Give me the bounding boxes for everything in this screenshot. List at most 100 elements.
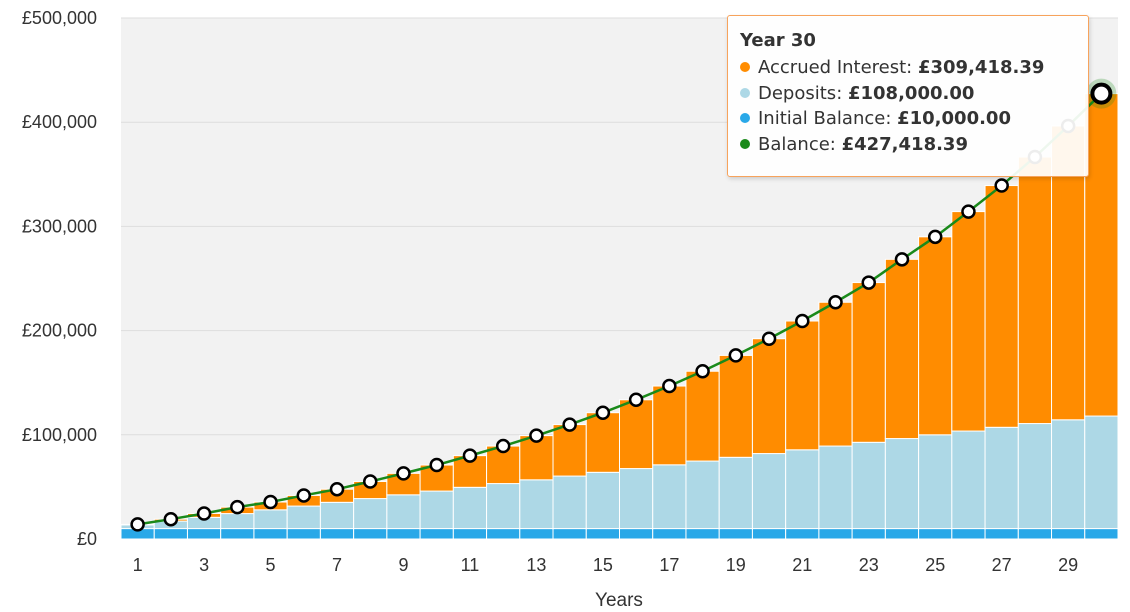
- bar-initial-balance[interactable]: [652, 528, 687, 540]
- balance-point[interactable]: [429, 457, 444, 473]
- balance-point[interactable]: [296, 488, 312, 503]
- bar-deposits[interactable]: [386, 494, 421, 530]
- bar-deposits[interactable]: [619, 468, 654, 530]
- balance-point[interactable]: [462, 448, 478, 463]
- balance-point[interactable]: [994, 178, 1009, 193]
- bar-initial-balance[interactable]: [785, 528, 820, 540]
- bar-initial-balance[interactable]: [851, 528, 886, 540]
- bar-initial-balance[interactable]: [286, 528, 321, 540]
- balance-point[interactable]: [795, 313, 810, 329]
- balance-point[interactable]: [961, 204, 976, 219]
- bar-initial-balance[interactable]: [153, 528, 188, 540]
- bar-initial-balance[interactable]: [519, 528, 554, 540]
- balance-point[interactable]: [728, 348, 744, 363]
- balance-point[interactable]: [495, 438, 511, 454]
- bar-initial-balance[interactable]: [319, 528, 355, 540]
- bar-initial-balance[interactable]: [718, 528, 753, 540]
- bar-deposits[interactable]: [1051, 419, 1086, 530]
- bar-deposits[interactable]: [951, 430, 986, 530]
- balance-point[interactable]: [230, 499, 245, 515]
- balance-point[interactable]: [329, 481, 345, 497]
- bar-accrued-interest[interactable]: [785, 320, 820, 451]
- bar-accrued-interest[interactable]: [585, 412, 620, 473]
- bar-deposits[interactable]: [1084, 415, 1119, 530]
- bar-initial-balance[interactable]: [452, 528, 488, 540]
- balance-point[interactable]: [1090, 82, 1113, 105]
- bar-deposits[interactable]: [419, 490, 454, 530]
- bar-deposits[interactable]: [652, 464, 687, 530]
- bar-initial-balance[interactable]: [1051, 528, 1086, 540]
- bar-initial-balance[interactable]: [818, 528, 853, 540]
- bar-accrued-interest[interactable]: [1084, 93, 1119, 417]
- bar-initial-balance[interactable]: [619, 528, 654, 540]
- balance-point[interactable]: [529, 428, 544, 443]
- bar-accrued-interest[interactable]: [984, 185, 1019, 428]
- bar-deposits[interactable]: [751, 453, 787, 530]
- balance-point[interactable]: [662, 378, 677, 394]
- bar-accrued-interest[interactable]: [751, 338, 787, 455]
- bar-initial-balance[interactable]: [186, 528, 222, 540]
- bar-accrued-interest[interactable]: [918, 236, 953, 436]
- bar-initial-balance[interactable]: [585, 528, 620, 540]
- balance-point[interactable]: [695, 363, 710, 379]
- balance-point[interactable]: [396, 466, 411, 481]
- balance-point[interactable]: [628, 392, 644, 408]
- bar-initial-balance[interactable]: [685, 528, 720, 540]
- bar-accrued-interest[interactable]: [851, 282, 886, 443]
- bar-initial-balance[interactable]: [1084, 528, 1119, 540]
- bar-initial-balance[interactable]: [884, 528, 920, 540]
- balance-point[interactable]: [927, 229, 943, 245]
- bar-accrued-interest[interactable]: [818, 301, 853, 447]
- bar-deposits[interactable]: [452, 486, 488, 530]
- bar-deposits[interactable]: [319, 501, 355, 530]
- bar-deposits[interactable]: [918, 434, 953, 530]
- bar-deposits[interactable]: [585, 471, 620, 530]
- bar-initial-balance[interactable]: [552, 528, 587, 540]
- balance-point[interactable]: [894, 252, 910, 267]
- bar-initial-balance[interactable]: [386, 528, 421, 540]
- bar-accrued-interest[interactable]: [951, 211, 986, 432]
- balance-point[interactable]: [861, 275, 876, 290]
- bar-accrued-interest[interactable]: [685, 370, 720, 462]
- bar-accrued-interest[interactable]: [552, 424, 587, 477]
- bar-accrued-interest[interactable]: [652, 385, 687, 466]
- bar-deposits[interactable]: [785, 449, 820, 530]
- bar-deposits[interactable]: [486, 483, 521, 530]
- balance-point[interactable]: [562, 417, 577, 432]
- bar-deposits[interactable]: [253, 509, 288, 530]
- bar-accrued-interest[interactable]: [718, 354, 753, 458]
- balance-point[interactable]: [761, 331, 777, 346]
- bar-initial-balance[interactable]: [253, 528, 288, 540]
- bar-accrued-interest[interactable]: [619, 399, 654, 470]
- balance-point[interactable]: [363, 474, 378, 489]
- bar-deposits[interactable]: [685, 460, 720, 530]
- bar-initial-balance[interactable]: [486, 528, 521, 540]
- bar-initial-balance[interactable]: [220, 528, 255, 540]
- bar-deposits[interactable]: [818, 445, 853, 530]
- bar-deposits[interactable]: [718, 456, 753, 530]
- bar-deposits[interactable]: [1017, 423, 1053, 530]
- balance-point[interactable]: [130, 517, 145, 532]
- bar-initial-balance[interactable]: [353, 528, 388, 540]
- balance-point[interactable]: [163, 511, 179, 527]
- bar-deposits[interactable]: [353, 498, 388, 530]
- bar-deposits[interactable]: [286, 505, 321, 530]
- bar-accrued-interest[interactable]: [1017, 156, 1053, 425]
- bar-deposits[interactable]: [220, 513, 255, 530]
- bar-initial-balance[interactable]: [419, 528, 454, 540]
- balance-point[interactable]: [196, 506, 212, 521]
- balance-point[interactable]: [595, 405, 611, 420]
- bar-deposits[interactable]: [884, 438, 920, 530]
- balance-point[interactable]: [263, 494, 278, 510]
- bar-initial-balance[interactable]: [918, 528, 953, 540]
- balance-point[interactable]: [828, 295, 843, 310]
- bar-accrued-interest[interactable]: [884, 258, 920, 440]
- bar-deposits[interactable]: [519, 479, 554, 530]
- bar-initial-balance[interactable]: [984, 528, 1019, 540]
- bar-initial-balance[interactable]: [1017, 528, 1053, 540]
- bar-deposits[interactable]: [851, 441, 886, 530]
- bar-deposits[interactable]: [552, 475, 587, 530]
- bar-initial-balance[interactable]: [751, 528, 787, 540]
- bar-deposits[interactable]: [984, 426, 1019, 530]
- bar-initial-balance[interactable]: [951, 528, 986, 540]
